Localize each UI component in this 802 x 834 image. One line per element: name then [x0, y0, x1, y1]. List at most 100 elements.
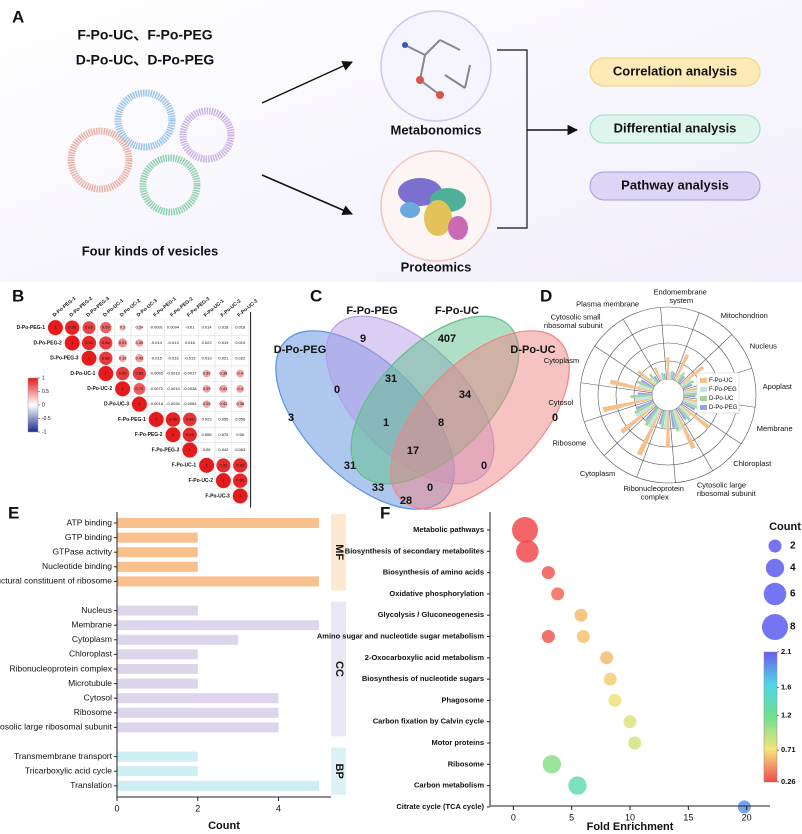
venn-set-label: F-Po-UC: [435, 305, 479, 317]
row-label: F-Po-UC-2: [189, 478, 214, 484]
category-label: Cytosol: [548, 398, 573, 407]
radial-bar: [665, 410, 671, 448]
x-tick-label: 0: [114, 803, 119, 813]
correlation-value: -0.014: [151, 340, 163, 345]
correlation-value: 1: [138, 401, 141, 406]
radial-bar: [653, 367, 662, 381]
correlation-value: 0.022: [202, 340, 213, 345]
venn-count: 8: [438, 417, 444, 429]
radial-bar: [680, 365, 705, 386]
y-tick-label: Ribosome: [74, 707, 113, 717]
radial-bar: [638, 384, 653, 391]
correlation-value: 0.85: [136, 371, 145, 376]
y-tick-label: Structural constituent of ribosome: [0, 576, 112, 586]
correlation-dot: [118, 354, 127, 363]
correlation-value: 0.85: [102, 340, 111, 345]
venn-count: 9: [360, 333, 366, 345]
correlation-value: 0.0094: [167, 325, 180, 330]
label-line: complex: [641, 493, 669, 502]
correlation-dot: [188, 402, 192, 406]
correlation-value: 1: [88, 355, 91, 360]
correlation-value: 0.056: [202, 432, 213, 437]
row-label: F-Po-PEG-1: [118, 417, 146, 423]
colorbar-label: 0.26: [781, 777, 796, 786]
radial-ring: [651, 378, 685, 412]
correlation-dot: [171, 341, 175, 345]
correlation-dot: [204, 341, 209, 345]
correlation-dot: [115, 366, 130, 381]
vesicles: [67, 89, 235, 216]
label-line: Cytoplasm: [580, 469, 615, 478]
correlation-value: 1: [71, 340, 74, 345]
correlation-dot: [221, 341, 226, 345]
category-label: Mitochondrion: [721, 311, 768, 320]
correlation-dot: [154, 387, 158, 391]
cell: [231, 488, 249, 504]
correlation-dot: [188, 356, 192, 360]
label-line: ribosomal subunit: [697, 489, 757, 498]
category-label: Apoplast: [763, 382, 793, 391]
radial-ring: [579, 306, 757, 484]
group-strip: [331, 601, 346, 737]
correlation-value: 0.51: [119, 340, 128, 345]
size-legend-label: 2: [790, 541, 796, 552]
correlation-dot: [81, 335, 97, 351]
correlation-value: -0.0017: [183, 371, 197, 376]
correlation-dot: [188, 372, 192, 376]
analysis-label: Differential analysis: [614, 120, 737, 135]
correlation-dot: [154, 402, 158, 406]
analysis-pill: [589, 171, 761, 201]
correlation-value: 0.055: [218, 417, 229, 422]
bar: [117, 605, 198, 616]
vesicle-names: D-Po-UC、D-Po-PEG: [76, 52, 215, 68]
radial-bar: [630, 395, 653, 399]
radial-bar: [678, 406, 691, 421]
correlation-dot: [135, 339, 144, 347]
vesicle-caption: Four kinds of vesicles: [82, 243, 219, 258]
analysis-pill: [589, 114, 761, 144]
y-tick-label: Tricarboxylic acid cycle: [25, 765, 112, 775]
correlation-value: 1: [155, 417, 158, 422]
y-tick-label: Cytosolic large ribosomal subunit: [0, 722, 113, 732]
correlation-dot: [238, 356, 242, 360]
group-label: BP: [333, 764, 345, 779]
size-legend-label: 4: [790, 563, 796, 574]
x-tick-label: 0: [511, 812, 516, 822]
correlation-dot: [188, 326, 192, 330]
colorbar-label: -0.5: [42, 416, 51, 422]
label-line: Mitochondrion: [721, 311, 768, 320]
correlation-value: 0.43: [136, 355, 145, 360]
correlation-dot: [233, 458, 248, 473]
radial-bar: [634, 401, 655, 415]
correlation-dot: [216, 458, 231, 473]
row-label: F-Po-PEG-3: [152, 447, 180, 453]
correlation-value: 1: [121, 386, 124, 391]
venn-count: 3: [288, 412, 294, 424]
colorbar-label: 0.71: [781, 745, 796, 754]
correlation-value: 1: [189, 447, 192, 452]
correlation-value: 0.4: [237, 371, 243, 376]
correlation-dot: [115, 381, 131, 397]
bar: [117, 547, 198, 558]
arrow: [261, 61, 353, 104]
analysis-pill: [589, 57, 761, 87]
legend-swatch: [700, 396, 707, 401]
correlation-dot: [221, 356, 226, 360]
radial-bar: [658, 410, 665, 425]
radial-bar: [681, 380, 695, 389]
y-tick-label: Motor proteins: [432, 738, 485, 747]
correlation-value: 0.93: [186, 432, 195, 437]
correlation-dot: [165, 427, 181, 443]
radial-bar: [636, 380, 654, 390]
colorbar-label: 0: [42, 402, 45, 408]
venn-count: 0: [481, 460, 487, 472]
correlation-dot: [232, 488, 248, 504]
bubble: [516, 540, 539, 563]
correlation-dot: [202, 400, 211, 408]
bar: [117, 693, 279, 704]
omics-label: Proteomics: [401, 259, 472, 274]
radial-bar: [674, 409, 696, 450]
correlation-value: 0.021: [218, 355, 229, 360]
radial-bar: [676, 372, 686, 383]
bar: [117, 634, 239, 645]
